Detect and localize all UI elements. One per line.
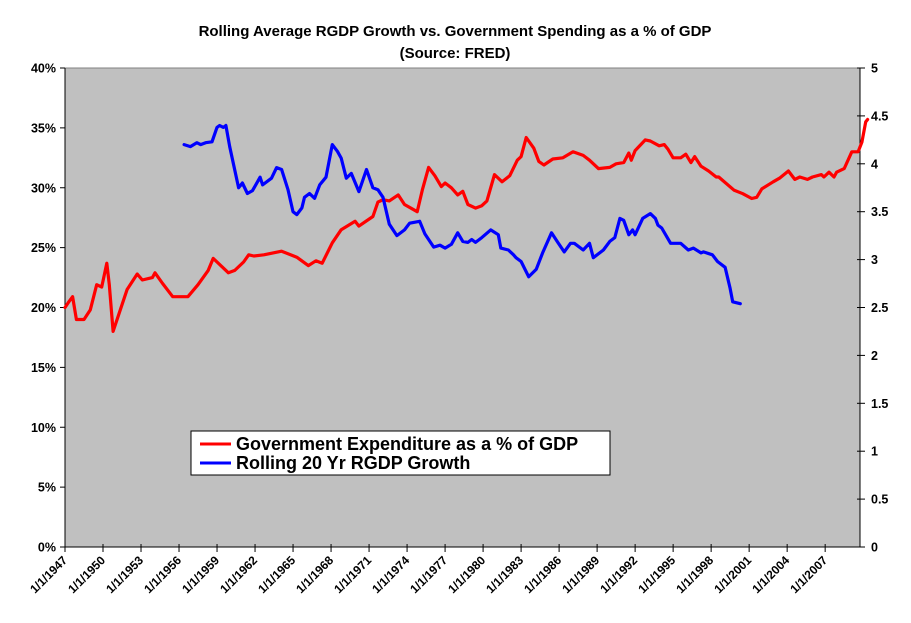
right-axis: 0 0.5 1 1.5 2 2.5 3 3.5 4 4.5 5 — [857, 62, 888, 555]
x-axis-tick-label: 1/1/1992 — [597, 553, 640, 596]
left-axis-tick-label: 30% — [31, 181, 56, 195]
x-axis: 1/1/19471/1/19501/1/19531/1/19561/1/1959… — [27, 544, 860, 596]
right-axis-tick-label: 0.5 — [871, 493, 888, 507]
left-axis-tick-label: 15% — [31, 361, 56, 375]
x-axis-tick-label: 1/1/1980 — [445, 553, 488, 596]
x-axis-tick-label: 1/1/1950 — [65, 553, 108, 596]
x-axis-tick-label: 1/1/1968 — [293, 553, 336, 596]
chart-title: Rolling Average RGDP Growth vs. Governme… — [199, 23, 712, 40]
left-axis-tick-label: 25% — [31, 241, 56, 255]
x-axis-tick-label: 1/1/1956 — [141, 553, 184, 596]
legend: Government Expenditure as a % of GDP Rol… — [190, 430, 611, 476]
right-axis-tick-label: 3 — [871, 253, 878, 267]
x-axis-tick-label: 1/1/2004 — [749, 553, 792, 596]
right-axis-tick-label: 5 — [871, 62, 878, 76]
right-axis-tick-label: 4.5 — [871, 109, 888, 123]
x-axis-tick-label: 1/1/1989 — [559, 553, 602, 596]
right-axis-tick-label: 1 — [871, 445, 878, 459]
x-axis-tick-label: 1/1/1974 — [369, 553, 412, 596]
x-axis-tick-label: 1/1/1977 — [407, 553, 450, 596]
left-axis-tick-label: 20% — [31, 301, 56, 315]
x-axis-tick-label: 1/1/1971 — [331, 553, 374, 596]
x-axis-tick-label: 1/1/1998 — [673, 553, 716, 596]
x-axis-tick-label: 1/1/1953 — [103, 553, 146, 596]
left-axis-tick-label: 0% — [38, 541, 56, 555]
right-axis-tick-label: 2 — [871, 349, 878, 363]
series-layer — [63, 117, 870, 333]
right-axis-tick-label: 2.5 — [871, 301, 888, 315]
x-axis-tick-label: 1/1/1965 — [255, 553, 298, 596]
right-axis-tick-label: 0 — [871, 541, 878, 555]
right-axis-tick-label: 4 — [871, 157, 878, 171]
legend-box — [190, 430, 611, 476]
x-axis-tick-label: 1/1/1986 — [521, 553, 564, 596]
series-line-government-expenditure — [63, 117, 870, 333]
x-axis-tick-label: 1/1/1959 — [179, 553, 222, 596]
left-axis-tick-label: 10% — [31, 421, 56, 435]
left-axis: 0% 5% 10% 15% 20% 25% 30% 35% 40% — [31, 62, 66, 555]
left-axis-tick-label: 5% — [38, 481, 56, 495]
chart-subtitle: (Source: FRED) — [400, 45, 511, 62]
legend-label-rgdp-growth: Rolling 20 Yr RGDP Growth — [236, 453, 470, 473]
x-axis-tick-label: 1/1/1962 — [217, 553, 260, 596]
x-axis-tick-label: 1/1/2007 — [787, 553, 830, 596]
series-line-rgdp-growth — [182, 123, 742, 306]
left-axis-tick-label: 40% — [31, 62, 56, 76]
left-axis-tick-label: 35% — [31, 121, 56, 135]
x-axis-tick-label: 1/1/1947 — [27, 553, 70, 596]
right-axis-tick-label: 1.5 — [871, 397, 888, 411]
legend-label-government-expenditure: Government Expenditure as a % of GDP — [236, 434, 578, 454]
x-axis-tick-label: 1/1/1983 — [483, 553, 526, 596]
right-axis-tick-label: 3.5 — [871, 205, 888, 219]
x-axis-tick-label: 1/1/2001 — [711, 553, 754, 596]
x-axis-tick-label: 1/1/1995 — [635, 553, 678, 596]
